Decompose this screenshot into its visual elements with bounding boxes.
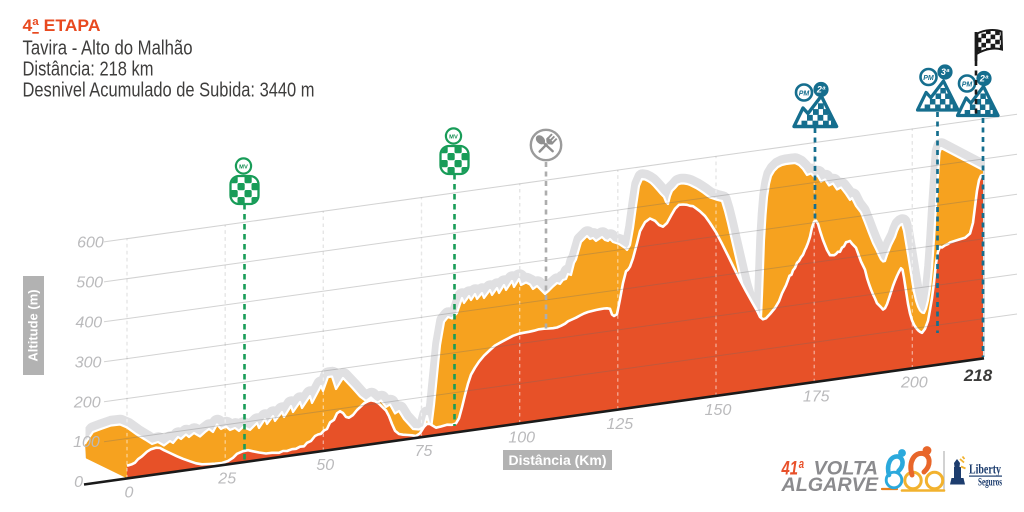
svg-text:0: 0 (125, 484, 134, 501)
svg-text:200: 200 (73, 394, 101, 411)
svg-text:4ª ETAPA: 4ª ETAPA (23, 16, 101, 35)
svg-text:500: 500 (76, 274, 103, 291)
svg-text:ALGARVE: ALGARVE (780, 475, 879, 496)
svg-text:MV: MV (239, 165, 248, 171)
svg-text:300: 300 (75, 354, 102, 371)
svg-text:400: 400 (75, 314, 102, 331)
svg-text:Distância (Km): Distância (Km) (508, 452, 606, 468)
svg-text:Distância: 218 km: Distância: 218 km (23, 59, 154, 81)
svg-text:75: 75 (415, 443, 433, 460)
svg-text:200: 200 (900, 375, 928, 392)
svg-text:PM: PM (923, 75, 934, 82)
svg-text:0: 0 (74, 474, 83, 491)
svg-text:PM: PM (799, 91, 810, 98)
svg-text:MV: MV (449, 135, 458, 141)
svg-text:100: 100 (508, 430, 535, 447)
svg-text:Liberty: Liberty (969, 462, 1001, 477)
svg-text:Altitude (m): Altitude (m) (26, 289, 41, 361)
svg-text:Desnivel Acumulado de Subida:: Desnivel Acumulado de Subida: 3440 m (23, 80, 315, 102)
svg-text:41ª: 41ª (781, 459, 805, 480)
svg-text:150: 150 (705, 402, 732, 419)
svg-text:50: 50 (316, 457, 334, 474)
svg-text:100: 100 (73, 434, 100, 451)
svg-text:2ª: 2ª (816, 85, 826, 95)
svg-text:VOLTA: VOLTA (814, 459, 879, 480)
svg-text:3ª: 3ª (941, 67, 950, 77)
svg-text:25: 25 (217, 471, 236, 488)
svg-text:2ª: 2ª (979, 74, 989, 84)
svg-text:600: 600 (77, 235, 104, 252)
svg-text:PM: PM (962, 82, 973, 89)
svg-text:218: 218 (963, 366, 993, 385)
svg-text:Seguros: Seguros (978, 475, 1002, 489)
svg-text:Tavira - Alto do Malhão: Tavira - Alto do Malhão (23, 38, 193, 60)
svg-text:175: 175 (803, 388, 830, 405)
svg-text:125: 125 (606, 416, 633, 433)
